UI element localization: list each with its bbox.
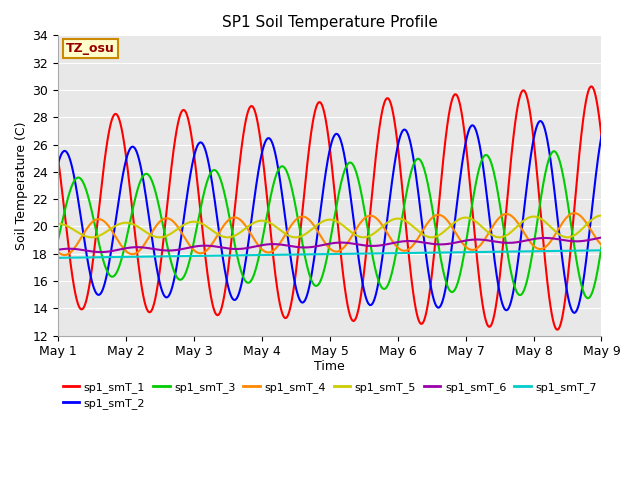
sp1_smT_2 bbox=[570, 310, 578, 316]
sp1_smT_6 bbox=[262, 241, 270, 247]
sp1_smT_4 bbox=[529, 242, 536, 248]
sp1_smT_7 bbox=[148, 253, 156, 259]
sp1_smT_2 bbox=[116, 191, 124, 196]
sp1_smT_1 bbox=[148, 307, 156, 312]
sp1_smT_3 bbox=[286, 178, 294, 183]
sp1_smT_5 bbox=[598, 213, 605, 218]
sp1_smT_4 bbox=[116, 241, 124, 247]
Line: sp1_smT_3: sp1_smT_3 bbox=[58, 151, 602, 298]
sp1_smT_3 bbox=[262, 216, 270, 222]
Line: sp1_smT_7: sp1_smT_7 bbox=[58, 251, 602, 258]
sp1_smT_6 bbox=[148, 246, 156, 252]
sp1_smT_1 bbox=[262, 187, 270, 192]
sp1_smT_1 bbox=[598, 133, 605, 139]
sp1_smT_6 bbox=[587, 237, 595, 242]
sp1_smT_1 bbox=[286, 307, 294, 312]
sp1_smT_7 bbox=[529, 248, 536, 254]
Line: sp1_smT_1: sp1_smT_1 bbox=[58, 86, 602, 330]
sp1_smT_7 bbox=[286, 252, 294, 257]
sp1_smT_6 bbox=[529, 236, 536, 242]
sp1_smT_5 bbox=[286, 233, 294, 239]
sp1_smT_3 bbox=[584, 295, 592, 301]
sp1_smT_3 bbox=[588, 292, 595, 298]
Line: sp1_smT_5: sp1_smT_5 bbox=[58, 216, 602, 237]
sp1_smT_1 bbox=[554, 327, 561, 333]
sp1_smT_2 bbox=[536, 118, 544, 124]
sp1_smT_3 bbox=[550, 148, 558, 154]
sp1_smT_6 bbox=[54, 247, 61, 252]
sp1_smT_3 bbox=[54, 238, 61, 244]
sp1_smT_3 bbox=[529, 251, 536, 257]
sp1_smT_7 bbox=[587, 248, 595, 253]
sp1_smT_4 bbox=[262, 249, 270, 255]
X-axis label: Time: Time bbox=[314, 360, 345, 373]
sp1_smT_1 bbox=[116, 118, 124, 124]
sp1_smT_4 bbox=[571, 210, 579, 216]
Text: TZ_osu: TZ_osu bbox=[66, 42, 115, 55]
Line: sp1_smT_2: sp1_smT_2 bbox=[58, 121, 602, 313]
Line: sp1_smT_6: sp1_smT_6 bbox=[58, 238, 602, 252]
sp1_smT_2 bbox=[148, 236, 156, 241]
sp1_smT_7 bbox=[598, 248, 605, 253]
Title: SP1 Soil Temperature Profile: SP1 Soil Temperature Profile bbox=[221, 15, 438, 30]
sp1_smT_4 bbox=[588, 228, 595, 233]
sp1_smT_3 bbox=[116, 262, 124, 268]
sp1_smT_5 bbox=[54, 221, 61, 227]
sp1_smT_1 bbox=[587, 84, 595, 89]
sp1_smT_6 bbox=[97, 249, 104, 255]
sp1_smT_6 bbox=[286, 243, 294, 249]
sp1_smT_7 bbox=[262, 252, 270, 258]
sp1_smT_1 bbox=[529, 125, 536, 131]
sp1_smT_2 bbox=[598, 133, 605, 139]
sp1_smT_5 bbox=[116, 221, 124, 227]
sp1_smT_6 bbox=[116, 247, 124, 252]
sp1_smT_5 bbox=[292, 234, 300, 240]
sp1_smT_2 bbox=[286, 249, 294, 255]
sp1_smT_5 bbox=[148, 233, 156, 239]
sp1_smT_2 bbox=[529, 144, 536, 150]
Line: sp1_smT_4: sp1_smT_4 bbox=[58, 213, 602, 255]
sp1_smT_4 bbox=[598, 242, 605, 248]
sp1_smT_5 bbox=[587, 217, 595, 223]
sp1_smT_1 bbox=[54, 154, 61, 159]
sp1_smT_7 bbox=[54, 255, 61, 261]
sp1_smT_7 bbox=[116, 254, 124, 260]
sp1_smT_1 bbox=[588, 84, 595, 89]
sp1_smT_4 bbox=[54, 249, 61, 254]
Y-axis label: Soil Temperature (C): Soil Temperature (C) bbox=[15, 121, 28, 250]
Legend: sp1_smT_1, sp1_smT_2, sp1_smT_3, sp1_smT_4, sp1_smT_5, sp1_smT_6, sp1_smT_7: sp1_smT_1, sp1_smT_2, sp1_smT_3, sp1_smT… bbox=[58, 377, 601, 413]
sp1_smT_5 bbox=[262, 218, 270, 224]
sp1_smT_2 bbox=[588, 214, 595, 220]
sp1_smT_2 bbox=[262, 137, 270, 143]
sp1_smT_5 bbox=[529, 214, 536, 219]
sp1_smT_3 bbox=[148, 178, 156, 184]
sp1_smT_4 bbox=[61, 252, 68, 258]
sp1_smT_4 bbox=[148, 229, 156, 235]
sp1_smT_3 bbox=[598, 244, 605, 250]
sp1_smT_4 bbox=[286, 224, 294, 230]
sp1_smT_2 bbox=[54, 162, 61, 168]
sp1_smT_6 bbox=[598, 235, 605, 240]
